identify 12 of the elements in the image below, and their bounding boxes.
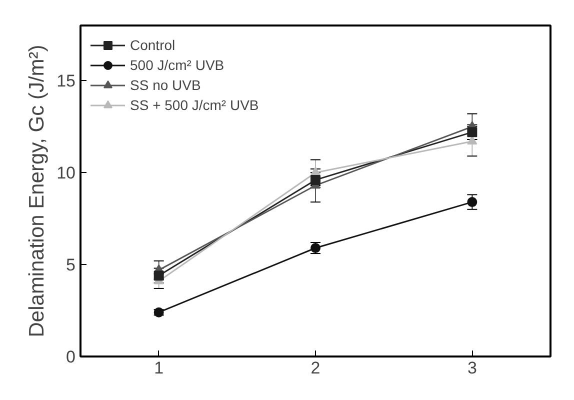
legend-label: SS no UVB xyxy=(130,77,201,93)
x-tick-label: 1 xyxy=(154,358,164,378)
legend-label: Control xyxy=(130,37,176,53)
y-tick-label: 10 xyxy=(56,164,76,183)
x-tick-label: 3 xyxy=(467,358,477,378)
y-axis-title: Delamination Energy, Gc (J/m²) xyxy=(26,44,49,338)
x-tick-label: 2 xyxy=(310,358,320,378)
legend-label: SS + 500 J/cm² UVB xyxy=(130,97,259,113)
y-tick-label: 0 xyxy=(66,348,76,366)
y-tick-label: 5 xyxy=(66,256,76,275)
legend-label: 500 J/cm² UVB xyxy=(130,57,224,73)
y-tick-label: 15 xyxy=(56,72,76,91)
